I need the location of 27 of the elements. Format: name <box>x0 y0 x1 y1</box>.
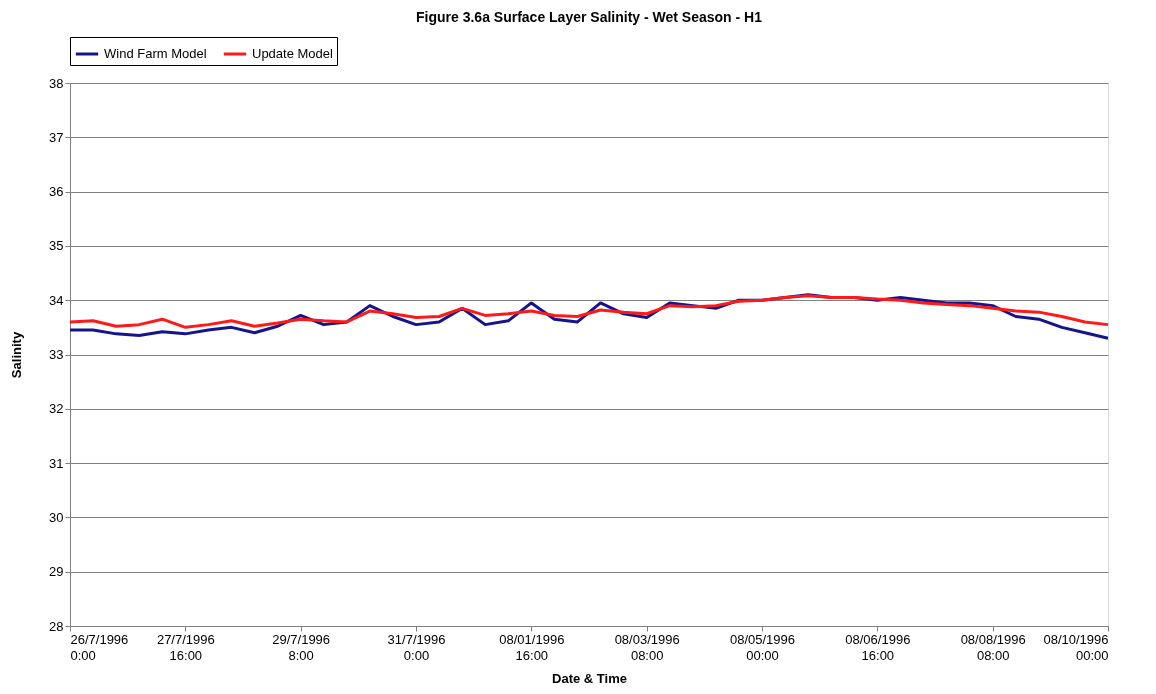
x-tick-label: 08/01/1996 16:00 <box>499 631 565 663</box>
y-tick-label: 32 <box>49 401 64 417</box>
x-tick-label: 31/7/1996 0:00 <box>387 631 446 663</box>
y-tick-label: 29 <box>49 564 64 580</box>
x-tick-label: 27/7/1996 16:00 <box>156 631 215 663</box>
y-tick-label: 36 <box>49 184 64 200</box>
y-tick-label: 34 <box>49 292 64 308</box>
y-tick-label: 31 <box>49 455 64 471</box>
x-tick-label: 08/10/1996 00:00 <box>1043 631 1109 663</box>
y-tick-label: 38 <box>49 75 64 91</box>
line-series <box>68 294 1110 329</box>
y-tick-label: 33 <box>49 347 64 362</box>
y-tick-label: 30 <box>49 509 64 525</box>
x-axis-title: Date & Time <box>552 670 627 686</box>
x-tick-label: 26/7/1996 0:00 <box>70 631 129 663</box>
legend-label: Wind Farm Model <box>104 46 207 61</box>
x-tick-label: 08/06/1996 16:00 <box>845 631 911 663</box>
x-tick-label: 08/05/1996 00:00 <box>729 631 796 663</box>
y-tick-label: 37 <box>49 129 64 145</box>
x-tick-label: 29/7/1996 8:00 <box>272 631 331 663</box>
x-tick-label: 08/03/1996 08:00 <box>614 631 680 663</box>
y-tick-label: 28 <box>49 618 64 634</box>
y-tick-label: 35 <box>49 238 64 254</box>
legend-label: Update Model <box>252 46 334 61</box>
y-axis-title: Salinity <box>9 331 25 379</box>
x-tick-label: 08/08/1996 08:00 <box>960 631 1026 663</box>
chart-title: Figure 3.6a Surface Layer Salinity - Wet Season - H1 <box>416 8 763 25</box>
